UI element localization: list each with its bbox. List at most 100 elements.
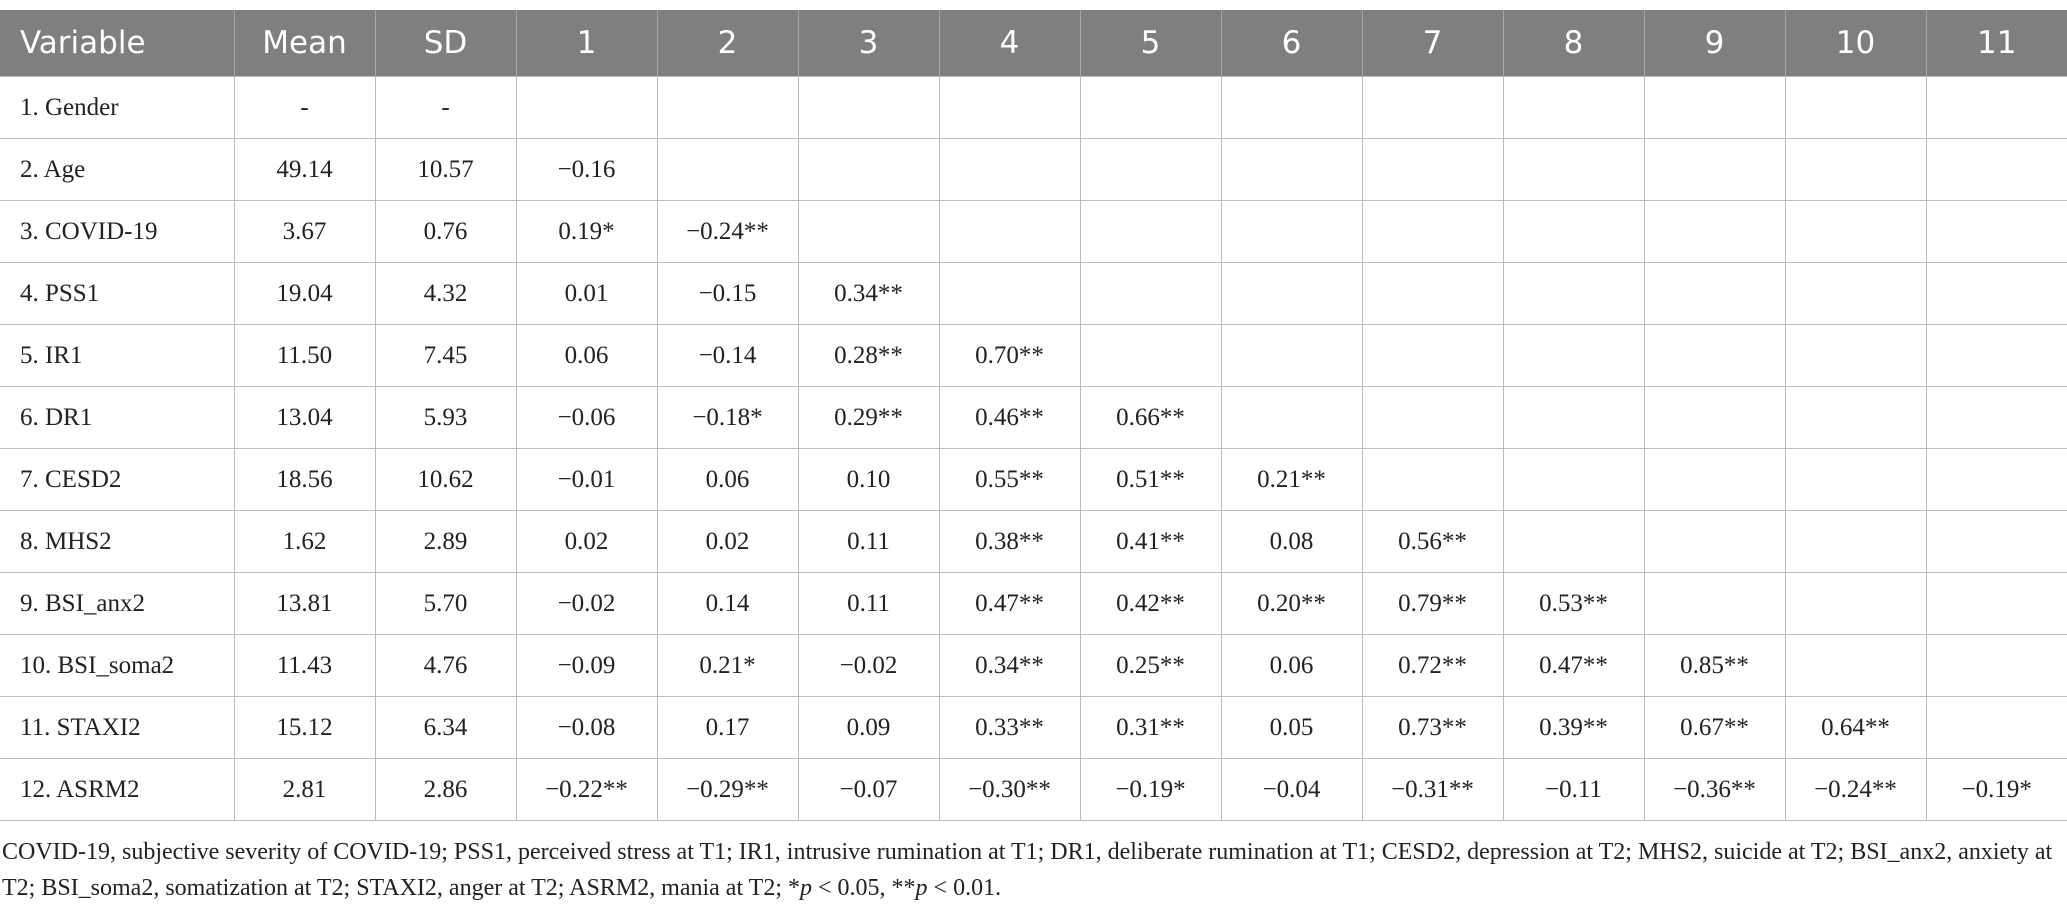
column-header: 6 — [1220, 10, 1362, 77]
correlation-cell: 0.67** — [1643, 696, 1786, 759]
empty-cell — [938, 262, 1081, 325]
empty-cell — [1643, 510, 1786, 573]
empty-cell — [797, 138, 940, 201]
correlation-cell: −0.30** — [938, 758, 1081, 821]
footnote-text: < 0.05, ** — [812, 875, 916, 901]
correlation-cell: −0.08 — [515, 696, 658, 759]
empty-cell — [1220, 262, 1363, 325]
empty-cell — [1361, 386, 1504, 449]
variable-cell: 11. STAXI2 — [0, 696, 235, 759]
table-row: 10. BSI_soma2 11.43 4.76 −0.09 0.21* −0.02 0.3… — [0, 634, 2067, 697]
correlation-cell: 0.11 — [797, 572, 940, 635]
variable-cell: 9. BSI_anx2 — [0, 572, 235, 635]
correlation-cell: 0.06 — [656, 448, 799, 511]
correlation-cell: 0.20** — [1220, 572, 1363, 635]
correlation-cell: 0.06 — [1220, 634, 1363, 697]
mean-cell: 1.62 — [233, 510, 376, 573]
column-header: SD — [374, 10, 516, 77]
empty-cell — [1925, 386, 2067, 449]
empty-cell — [1079, 138, 1222, 201]
table-row: 7. CESD2 18.56 10.62 −0.01 0.06 0.10 0.55** 0.5… — [0, 448, 2067, 511]
correlation-cell: 0.21* — [656, 634, 799, 697]
correlation-cell: 0.14 — [656, 572, 799, 635]
empty-cell — [1361, 448, 1504, 511]
correlation-cell: 0.55** — [938, 448, 1081, 511]
empty-cell — [1784, 386, 1927, 449]
correlation-cell: 0.02 — [656, 510, 799, 573]
correlation-cell: 0.46** — [938, 386, 1081, 449]
empty-cell — [1502, 386, 1645, 449]
correlation-cell: 0.47** — [938, 572, 1081, 635]
empty-cell — [1925, 324, 2067, 387]
variable-cell: 12. ASRM2 — [0, 758, 235, 821]
empty-cell — [1643, 572, 1786, 635]
correlation-cell: 0.38** — [938, 510, 1081, 573]
table-row: 9. BSI_anx2 13.81 5.70 −0.02 0.14 0.11 0.47** 0… — [0, 572, 2067, 635]
sd-cell: - — [374, 76, 517, 139]
empty-cell — [1925, 200, 2067, 263]
column-header: 8 — [1502, 10, 1644, 77]
mean-cell: 49.14 — [233, 138, 376, 201]
correlation-cell: 0.10 — [797, 448, 940, 511]
variable-cell: 3. COVID-19 — [0, 200, 235, 263]
correlation-cell: 0.19* — [515, 200, 658, 263]
correlation-cell: 0.70** — [938, 324, 1081, 387]
empty-cell — [1079, 324, 1222, 387]
sd-cell: 5.93 — [374, 386, 517, 449]
mean-cell: - — [233, 76, 376, 139]
column-header: 11 — [1925, 10, 2067, 77]
empty-cell — [1925, 696, 2067, 759]
empty-cell — [1784, 510, 1927, 573]
empty-cell — [1925, 572, 2067, 635]
mean-cell: 11.50 — [233, 324, 376, 387]
correlation-cell: −0.06 — [515, 386, 658, 449]
empty-cell — [1502, 200, 1645, 263]
variable-cell: 8. MHS2 — [0, 510, 235, 573]
column-header: 7 — [1361, 10, 1503, 77]
empty-cell — [1925, 634, 2067, 697]
empty-cell — [1220, 386, 1363, 449]
empty-cell — [1220, 138, 1363, 201]
footnote: COVID-19, subjective severity of COVID-1… — [2, 834, 2062, 906]
sd-cell: 5.70 — [374, 572, 517, 635]
variable-cell: 6. DR1 — [0, 386, 235, 449]
variable-cell: 2. Age — [0, 138, 235, 201]
column-header: 10 — [1784, 10, 1926, 77]
empty-cell — [1643, 76, 1786, 139]
correlation-cell: 0.47** — [1502, 634, 1645, 697]
empty-cell — [1643, 200, 1786, 263]
table-row: 4. PSS1 19.04 4.32 0.01 −0.15 0.34** — [0, 262, 2067, 325]
variable-cell: 4. PSS1 — [0, 262, 235, 325]
correlation-cell: 0.41** — [1079, 510, 1222, 573]
correlation-cell: −0.31** — [1361, 758, 1504, 821]
correlation-cell: −0.18* — [656, 386, 799, 449]
correlation-cell: −0.36** — [1643, 758, 1786, 821]
empty-cell — [1925, 138, 2067, 201]
correlation-cell: 0.11 — [797, 510, 940, 573]
sd-cell: 4.76 — [374, 634, 517, 697]
empty-cell — [1925, 448, 2067, 511]
correlation-cell: 0.33** — [938, 696, 1081, 759]
empty-cell — [1925, 510, 2067, 573]
variable-cell: 10. BSI_soma2 — [0, 634, 235, 697]
empty-cell — [656, 138, 799, 201]
correlation-table: Variable Mean SD 1 2 3 4 5 6 7 8 9 10 11 1. Gender - -2… — [0, 10, 2067, 821]
empty-cell — [1220, 200, 1363, 263]
table-row: 6. DR1 13.04 5.93 −0.06 −0.18* 0.29** 0.46** 0.… — [0, 386, 2067, 449]
column-header: 3 — [797, 10, 939, 77]
empty-cell — [1925, 262, 2067, 325]
correlation-cell: 0.21** — [1220, 448, 1363, 511]
footnote-text: COVID-19, subjective severity of COVID-1… — [2, 839, 2053, 901]
column-header: 5 — [1079, 10, 1221, 77]
mean-cell: 19.04 — [233, 262, 376, 325]
empty-cell — [1220, 76, 1363, 139]
correlation-cell: −0.29** — [656, 758, 799, 821]
empty-cell — [515, 76, 658, 139]
table-row: 8. MHS2 1.62 2.89 0.02 0.02 0.11 0.38** 0.41** 0… — [0, 510, 2067, 573]
empty-cell — [1643, 324, 1786, 387]
empty-cell — [1643, 262, 1786, 325]
correlation-cell: −0.14 — [656, 324, 799, 387]
correlation-cell: 0.34** — [797, 262, 940, 325]
